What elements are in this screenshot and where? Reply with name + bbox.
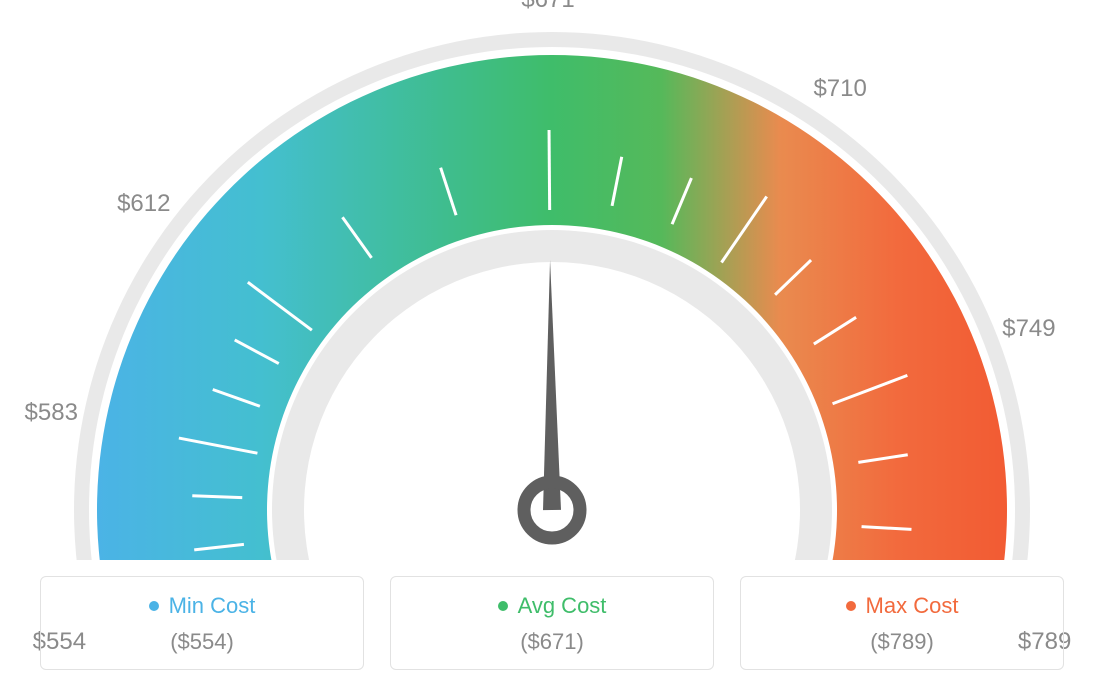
legend-row: Min Cost ($554) Avg Cost ($671) Max Cost… [40, 576, 1064, 670]
legend-title-max: Max Cost [866, 593, 959, 619]
legend-value-avg: ($671) [391, 629, 713, 655]
legend-card-avg: Avg Cost ($671) [390, 576, 714, 670]
gauge-tick-label: $583 [25, 399, 78, 427]
legend-dot-max [846, 601, 856, 611]
legend-dot-min [149, 601, 159, 611]
gauge-tick-label: $671 [521, 0, 574, 14]
legend-card-min: Min Cost ($554) [40, 576, 364, 670]
legend-value-min: ($554) [41, 629, 363, 655]
gauge-tick-label: $749 [1002, 315, 1055, 343]
legend-dot-avg [498, 601, 508, 611]
gauge-chart: $554$583$612$671$710$749$789 [0, 0, 1104, 560]
legend-value-max: ($789) [741, 629, 1063, 655]
legend-title-min: Min Cost [169, 593, 256, 619]
cost-gauge-widget: $554$583$612$671$710$749$789 Min Cost ($… [0, 0, 1104, 690]
legend-card-max: Max Cost ($789) [740, 576, 1064, 670]
gauge-tick-label: $710 [813, 75, 866, 103]
legend-title-avg: Avg Cost [518, 593, 607, 619]
gauge-tick-label: $612 [117, 190, 170, 218]
